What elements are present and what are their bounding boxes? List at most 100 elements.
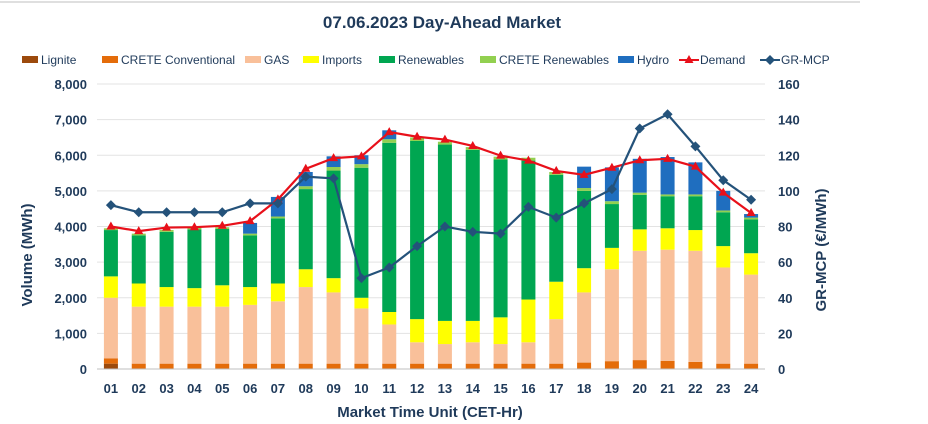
y2-tick-label: 0 xyxy=(778,362,785,377)
bar-crete-conventional xyxy=(744,363,759,369)
bar-hydro xyxy=(632,158,647,193)
gr-mcp-marker xyxy=(412,241,423,252)
bar-imports xyxy=(159,287,174,307)
bar-hydro xyxy=(660,157,675,195)
bar-crete-conventional xyxy=(410,363,425,369)
y2-tick-label: 60 xyxy=(778,255,792,270)
x-tick-label: 04 xyxy=(187,381,202,396)
bar-lignite xyxy=(103,363,118,369)
bar-crete-conventional xyxy=(465,363,480,369)
bar-crete-renewables xyxy=(326,167,341,171)
gr-mcp-marker xyxy=(161,207,172,218)
bar-crete-conventional xyxy=(354,363,369,369)
x-tick-label: 12 xyxy=(410,381,424,396)
y-tick-label: 7,000 xyxy=(54,113,87,128)
bar-crete-conventional xyxy=(159,363,174,369)
x-tick-label: 24 xyxy=(744,381,759,396)
legend-swatch-crete-renewables xyxy=(480,56,496,63)
demand-marker xyxy=(384,127,394,136)
bar-crete-conventional xyxy=(215,363,230,369)
x-tick-label: 02 xyxy=(132,381,146,396)
bar-renewables xyxy=(159,231,174,288)
demand-marker xyxy=(635,155,645,164)
chart-title: 07.06.2023 Day-Ahead Market xyxy=(323,13,561,32)
legend-marker-gr-mcp xyxy=(765,55,775,65)
demand-marker xyxy=(579,169,589,178)
bar-gas xyxy=(549,319,564,364)
bar-crete-renewables xyxy=(243,233,258,236)
bar-gas xyxy=(243,304,258,364)
bar-gas xyxy=(215,306,230,364)
x-tick-label: 14 xyxy=(466,381,481,396)
y2-tick-label: 40 xyxy=(778,291,792,306)
bar-imports xyxy=(549,281,564,320)
bar-gas xyxy=(159,306,174,364)
gr-mcp-marker xyxy=(328,173,339,184)
x-tick-label: 10 xyxy=(354,381,368,396)
bar-crete-conventional xyxy=(326,363,341,369)
bar-crete-renewables xyxy=(159,230,174,232)
bar-renewables xyxy=(437,144,452,321)
bar-imports xyxy=(437,320,452,345)
demand-marker xyxy=(496,150,506,159)
bar-gas xyxy=(326,292,341,364)
demand-marker xyxy=(718,187,728,196)
x-tick-label: 19 xyxy=(605,381,619,396)
bar-renewables xyxy=(326,170,341,279)
bar-gas xyxy=(604,269,619,362)
bar-crete-renewables xyxy=(354,164,369,168)
legend-swatch-renewables xyxy=(379,56,395,63)
bar-renewables xyxy=(410,141,425,320)
bar-gas xyxy=(437,344,452,364)
bar-renewables xyxy=(660,196,675,229)
demand-marker xyxy=(329,153,339,162)
legend-label-crete-conventional: CRETE Conventional xyxy=(121,53,235,67)
x-tick-label: 20 xyxy=(633,381,647,396)
bar-crete-renewables xyxy=(437,141,452,145)
gr-mcp-marker xyxy=(495,228,506,239)
x-tick-label: 21 xyxy=(660,381,674,396)
x-tick-label: 07 xyxy=(271,381,285,396)
bar-crete-conventional xyxy=(521,363,536,369)
bar-gas xyxy=(493,344,508,364)
y2-tick-label: 20 xyxy=(778,326,792,341)
x-tick-label: 17 xyxy=(549,381,563,396)
x-tick-label: 22 xyxy=(688,381,702,396)
bar-gas xyxy=(382,324,397,364)
bar-imports xyxy=(382,312,397,325)
bar-imports xyxy=(688,230,703,251)
demand-marker xyxy=(217,220,227,229)
bar-crete-renewables xyxy=(382,139,397,143)
gr-mcp-marker xyxy=(217,207,228,218)
bar-crete-renewables xyxy=(298,186,313,190)
bar-gas xyxy=(103,297,118,359)
x-tick-label: 13 xyxy=(438,381,452,396)
bar-renewables xyxy=(382,142,397,312)
bar-renewables xyxy=(549,174,564,282)
demand-marker xyxy=(440,134,450,143)
bar-crete-renewables xyxy=(270,216,285,219)
x-axis-label: Market Time Unit (CET-Hr) xyxy=(337,404,523,421)
demand-marker xyxy=(607,162,617,171)
bar-crete-conventional xyxy=(382,363,397,369)
bar-imports xyxy=(632,229,647,251)
bar-imports xyxy=(716,246,731,268)
demand-marker xyxy=(162,222,172,231)
bars xyxy=(103,130,759,369)
x-tick-label: 01 xyxy=(104,381,118,396)
bar-crete-conventional xyxy=(688,361,703,369)
x-tick-label: 05 xyxy=(215,381,229,396)
bar-renewables xyxy=(604,204,619,248)
axes: 0 1,000 2,000 3,000 4,000 5,000 6,000 7,000 8,00… xyxy=(54,77,799,396)
bar-crete-renewables xyxy=(604,201,619,205)
bar-crete-conventional xyxy=(577,362,592,369)
y-tick-label: 1,000 xyxy=(54,326,87,341)
bar-imports xyxy=(465,320,480,343)
y-tick-label: 8,000 xyxy=(54,77,87,92)
bar-renewables xyxy=(215,228,230,286)
bar-crete-renewables xyxy=(688,194,703,197)
bar-hydro xyxy=(354,155,369,165)
bar-crete-renewables xyxy=(632,192,647,195)
gr-mcp-marker xyxy=(245,198,256,209)
legend-swatch-lignite xyxy=(22,56,38,63)
